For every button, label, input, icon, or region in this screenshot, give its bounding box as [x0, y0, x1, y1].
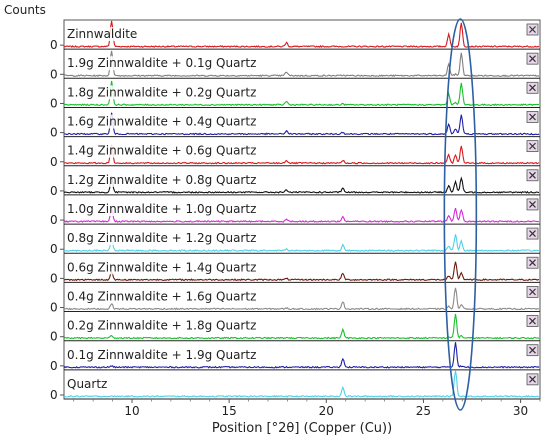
close-icon [529, 26, 536, 33]
y-axis-label: Counts [4, 3, 46, 17]
x-axis-label: Position [°2θ] (Copper (Cu)) [212, 421, 392, 436]
series-label-background [66, 85, 258, 100]
series-label: 0.4g Zinnwaldite + 1.6g Quartz [67, 289, 256, 303]
y-tick-label: 0 [50, 126, 58, 140]
series-line [63, 50, 540, 78]
y-tick-label: 0 [50, 38, 58, 52]
series-line [64, 261, 540, 282]
series-label-background [66, 289, 258, 304]
y-tick-label: 0 [50, 271, 58, 285]
series-label: Zinnwaldite [67, 27, 137, 41]
x-tick-label: 30 [513, 404, 528, 418]
close-icon [529, 288, 536, 296]
series-label-background [66, 347, 258, 362]
close-icon [529, 346, 536, 354]
series-label-background [66, 376, 109, 391]
series-line [63, 287, 540, 311]
y-tick-label: 0 [50, 67, 58, 81]
close-icon [529, 84, 536, 92]
series-label: 0.2g Zinnwaldite + 1.8g Quartz [67, 319, 256, 333]
series-label: 1.2g Zinnwaldite + 0.8g Quartz [67, 173, 256, 187]
series-label: 1.0g Zinnwaldite + 1.0g Quartz [67, 202, 256, 216]
series-label: 1.4g Zinnwaldite + 0.6g Quartz [67, 144, 256, 158]
series-label: 1.8g Zinnwaldite + 0.2g Quartz [67, 85, 256, 99]
y-tick-label: 0 [50, 242, 58, 256]
series-label: 0.8g Zinnwaldite + 1.2g Quartz [67, 231, 256, 245]
series-label: 1.6g Zinnwaldite + 0.4g Quartz [67, 115, 256, 129]
series-label: 0.1g Zinnwaldite + 1.9g Quartz [67, 348, 256, 362]
x-tick-label: 25 [416, 404, 431, 418]
series-line [63, 144, 540, 165]
close-icon [529, 171, 536, 179]
x-tick-label: 15 [222, 404, 237, 418]
series-line [63, 313, 540, 340]
series-label-background [66, 231, 258, 246]
series-label-background [66, 318, 258, 333]
series-line [63, 206, 540, 223]
series-label: 0.6g Zinnwaldite + 1.4g Quartz [67, 260, 256, 274]
series-label: Quartz [67, 377, 107, 391]
series-line [63, 80, 539, 107]
close-icon [529, 142, 536, 150]
close-icon [529, 259, 536, 267]
close-icon [529, 55, 536, 63]
close-icon [529, 200, 536, 208]
y-tick-label: 0 [50, 213, 58, 227]
series-label-background [66, 260, 258, 275]
series-label-background [66, 201, 258, 216]
series-label-background [66, 143, 258, 158]
y-tick-label: 0 [50, 330, 58, 344]
series-line [63, 20, 540, 48]
series-label: 1.9g Zinnwaldite + 0.1g Quartz [67, 56, 256, 70]
y-tick-label: 0 [50, 96, 58, 110]
y-tick-label: 0 [50, 155, 58, 169]
series-line [63, 342, 540, 369]
x-tick-label: 20 [319, 404, 334, 418]
series-line [63, 234, 540, 253]
series-line [63, 175, 540, 194]
x-tick-label: 10 [124, 404, 139, 418]
y-tick-label: 0 [50, 184, 58, 198]
series-label-background [66, 172, 258, 187]
close-icon [529, 230, 536, 238]
close-icon [529, 375, 536, 383]
series-line [63, 112, 540, 136]
y-tick-label: 0 [50, 301, 58, 315]
series-label-background [66, 27, 139, 42]
series-label-background [66, 56, 258, 71]
close-icon [529, 317, 536, 325]
y-tick-label: 0 [50, 359, 58, 373]
highlight-ellipse [443, 18, 478, 411]
y-tick-label: 0 [50, 388, 58, 402]
series-line [63, 370, 540, 398]
series-label-background [66, 114, 258, 129]
close-icon [529, 113, 536, 121]
